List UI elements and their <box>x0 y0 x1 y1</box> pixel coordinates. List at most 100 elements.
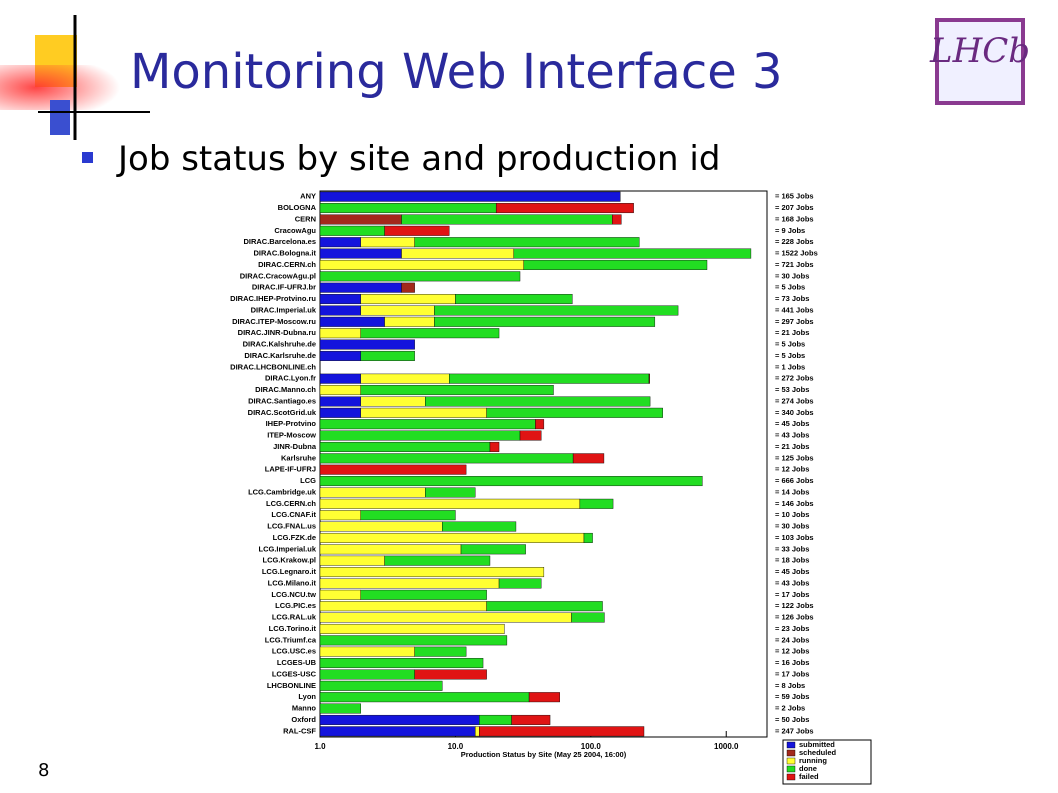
bar-segment <box>319 658 484 669</box>
y-tick-label: LCGES-UB <box>277 658 317 667</box>
total-label: = 125 Jobs <box>775 453 814 462</box>
bar-segment <box>319 623 505 634</box>
y-tick-label: LCG.RAL.uk <box>272 613 317 622</box>
y-tick-label: LCG.FZK.de <box>273 533 316 542</box>
bar-segment <box>583 532 593 543</box>
bar-segment <box>319 248 402 259</box>
bar-segment <box>360 589 487 600</box>
bar-segment <box>319 692 530 703</box>
y-tick-label: LCG.CNAF.it <box>271 510 316 519</box>
y-tick-label: LCG.Milano.it <box>268 578 317 587</box>
y-tick-label: DIRAC.IF-UFRJ.br <box>252 283 316 292</box>
total-label: = 33 Jobs <box>775 544 809 553</box>
total-label: = 126 Jobs <box>775 613 814 622</box>
bar-segment <box>319 259 525 270</box>
y-tick-label: ANY <box>300 192 316 201</box>
bar-segment <box>360 510 456 521</box>
bar-segment <box>360 373 450 384</box>
bar-segment <box>360 385 554 396</box>
bar-segment <box>360 328 500 339</box>
bar-segment <box>319 567 545 578</box>
bar-segment <box>460 544 526 555</box>
x-tick-label: 10.0 <box>448 742 464 751</box>
bar-segment <box>319 714 480 725</box>
total-label: = 30 Jobs <box>775 522 809 531</box>
total-label: = 103 Jobs <box>775 533 814 542</box>
y-tick-label: DIRAC.Santiago.es <box>248 396 316 405</box>
y-tick-label: DIRAC.ITEP-Moscow.ru <box>232 317 316 326</box>
total-label: = 14 Jobs <box>775 487 809 496</box>
total-label: = 10 Jobs <box>775 510 809 519</box>
bar-segment <box>571 612 605 623</box>
bar-segment <box>360 350 415 361</box>
y-tick-label: DIRAC.LHCBONLINE.ch <box>230 362 316 371</box>
bar-segment <box>572 453 605 464</box>
bar-segment <box>498 578 542 589</box>
bar-segment <box>401 214 613 225</box>
bar-segment <box>319 305 361 316</box>
bar-segment <box>319 328 361 339</box>
bar-segment <box>319 487 426 498</box>
bar-segment <box>319 453 574 464</box>
legend-label: submitted <box>799 740 835 749</box>
x-axis-label: Production Status by Site (May 25 2004, … <box>461 750 627 759</box>
y-tick-label: LCGES-USC <box>272 669 317 678</box>
total-label: = 17 Jobs <box>775 590 809 599</box>
bar-segment <box>513 248 752 259</box>
bar-segment <box>360 305 435 316</box>
y-tick-label: BOLOGNA <box>278 203 317 212</box>
y-tick-label: LCG.Torino.it <box>269 624 317 633</box>
bar-segment <box>319 225 385 236</box>
bar-segment <box>360 407 487 418</box>
legend-label: running <box>799 756 827 765</box>
total-label: = 297 Jobs <box>775 317 814 326</box>
bar-segment <box>511 714 551 725</box>
bar-segment <box>319 407 361 418</box>
bar-segment <box>401 248 515 259</box>
total-label: = 16 Jobs <box>775 658 809 667</box>
bar-segment <box>474 726 480 737</box>
logo-inner <box>939 22 1021 101</box>
y-tick-label: Lyon <box>298 692 316 701</box>
bar-segment <box>319 555 385 566</box>
bullet-text: Job status by site and production id <box>116 139 720 179</box>
bar-segment <box>319 669 415 680</box>
logo-text: LHCb <box>929 31 1030 71</box>
total-label: = 73 Jobs <box>775 294 809 303</box>
y-tick-label: LHCBONLINE <box>267 681 316 690</box>
total-label: = 228 Jobs <box>775 237 814 246</box>
y-tick-label: DIRAC.Karlsruhe.de <box>244 351 316 360</box>
bar-segment <box>648 373 650 384</box>
bar-segment <box>319 601 487 612</box>
plot-frame <box>319 190 768 738</box>
bar-segment <box>319 350 361 361</box>
bar-segment <box>414 237 640 248</box>
total-label: = 5 Jobs <box>775 351 805 360</box>
bar-segment <box>319 271 521 282</box>
total-label: = 5 Jobs <box>775 340 805 349</box>
bar-segment <box>319 589 361 600</box>
bar-segment <box>319 294 361 305</box>
total-label: = 1522 Jobs <box>775 249 818 258</box>
total-label: = 12 Jobs <box>775 647 809 656</box>
bar-segment <box>319 532 585 543</box>
bar-segment <box>414 646 467 657</box>
y-tick-label: DIRAC.CERN.ch <box>258 260 316 269</box>
slide-title: Monitoring Web Interface 3 <box>130 44 783 100</box>
bar-segment <box>319 680 443 691</box>
y-tick-label: LCG.NCU.tw <box>271 590 316 599</box>
bar-segment <box>442 521 517 532</box>
total-label: = 165 Jobs <box>775 192 814 201</box>
y-tick-label: LCG <box>300 476 316 485</box>
y-tick-label: CERN <box>295 214 316 223</box>
bar-segment <box>449 373 650 384</box>
y-tick-label: DIRAC.Kalshruhe.de <box>243 340 316 349</box>
total-label: = 30 Jobs <box>775 271 809 280</box>
bar-segment <box>455 294 573 305</box>
bar-segment <box>319 544 462 555</box>
y-tick-label: LCG.Krakow.pl <box>263 556 316 565</box>
total-label: = 340 Jobs <box>775 408 814 417</box>
y-tick-label: LCG.Cambridge.uk <box>248 487 317 496</box>
total-label: = 50 Jobs <box>775 715 809 724</box>
